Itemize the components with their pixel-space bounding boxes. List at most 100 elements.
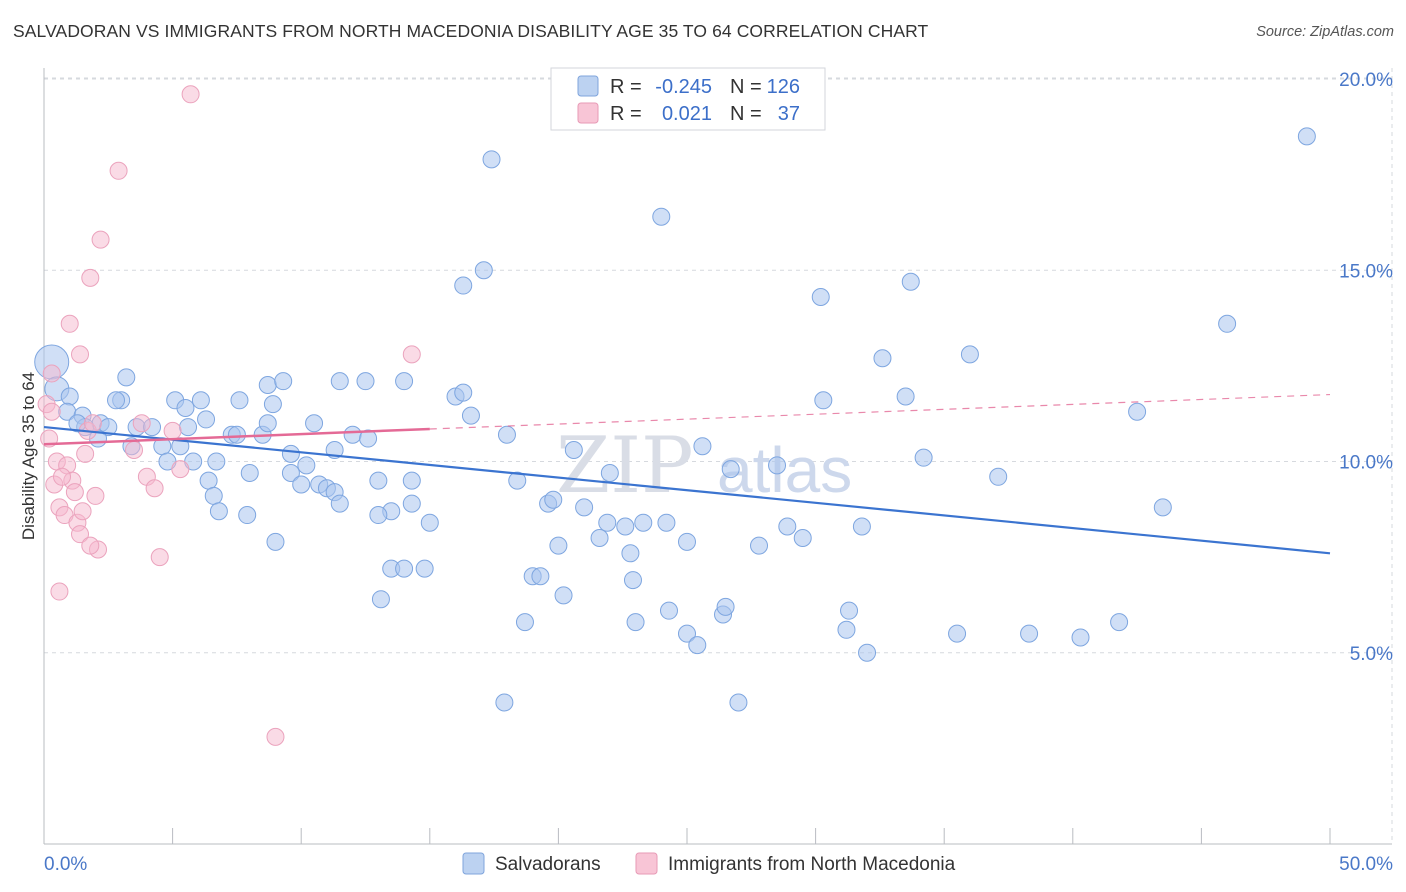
north-macedonia-point bbox=[91, 230, 110, 249]
salvadorans-point bbox=[292, 475, 311, 494]
salvadorans-point bbox=[1110, 613, 1129, 632]
y-tick-label: 15.0% bbox=[1339, 261, 1393, 282]
north-macedonia-point bbox=[125, 441, 144, 460]
north-macedonia-point bbox=[81, 268, 100, 287]
salvadorans-point bbox=[778, 517, 797, 536]
y-tick-label: 10.0% bbox=[1339, 453, 1393, 474]
salvadorans-point bbox=[616, 517, 635, 536]
salvadorans-point bbox=[768, 456, 787, 475]
salvadorans-point bbox=[240, 463, 259, 482]
legend: Salvadorans Immigrants from North Macedo… bbox=[462, 852, 956, 875]
salvadorans-point bbox=[474, 261, 493, 280]
stats-r-value-2: 0.021 bbox=[662, 103, 712, 125]
salvadorans-point bbox=[659, 601, 678, 620]
salvadorans-point bbox=[652, 207, 671, 226]
north-macedonia-point bbox=[402, 345, 421, 364]
salvadorans-point bbox=[1128, 402, 1147, 421]
salvadorans-point bbox=[227, 425, 246, 444]
salvadorans-point bbox=[575, 498, 594, 517]
salvadorans-point bbox=[873, 349, 892, 368]
salvadorans-point bbox=[204, 486, 223, 505]
salvadorans-point bbox=[199, 471, 218, 490]
axes bbox=[43, 68, 1392, 845]
salvadorans-point bbox=[281, 463, 300, 482]
salvadorans-point bbox=[179, 418, 198, 437]
north-macedonia-point bbox=[42, 364, 61, 383]
north-macedonia-point bbox=[132, 414, 151, 433]
stats-box: R = -0.245 N = 126 R = 0.021 N = 37 bbox=[550, 67, 826, 131]
salvadorans-point bbox=[626, 613, 645, 632]
north-macedonia-point bbox=[86, 486, 105, 505]
salvadorans-point bbox=[482, 150, 501, 169]
salvadorans-point bbox=[454, 276, 473, 295]
legend-swatch-north-macedonia bbox=[635, 852, 658, 875]
salvadorans-point bbox=[750, 536, 769, 555]
salvadorans-point bbox=[207, 452, 226, 471]
legend-label-north-macedonia: Immigrants from North Macedonia bbox=[668, 854, 956, 875]
tick-labels: 5.0% 10.0% 15.0% 20.0% 0.0% 50.0% bbox=[44, 70, 1393, 875]
north-macedonia-trend-line bbox=[43, 427, 430, 446]
north-macedonia-point bbox=[76, 444, 95, 463]
stats-r-value-1: -0.245 bbox=[655, 76, 712, 98]
salvadorans-point bbox=[896, 387, 915, 406]
x-tick-label: 50.0% bbox=[1339, 854, 1393, 875]
salvadorans-point bbox=[554, 586, 573, 605]
north-macedonia-point bbox=[266, 727, 285, 746]
salvadorans-point bbox=[531, 567, 550, 586]
north-macedonia-point bbox=[73, 502, 92, 521]
legend-label-salvadorans: Salvadorans bbox=[495, 854, 601, 875]
north-macedonia-point bbox=[53, 467, 72, 486]
salvadorans-point bbox=[495, 693, 514, 712]
salvadorans-point bbox=[1153, 498, 1172, 517]
salvadorans-point bbox=[564, 441, 583, 460]
salvadorans-point bbox=[415, 559, 434, 578]
north-macedonia-point bbox=[71, 345, 90, 364]
trend-lines bbox=[43, 393, 1331, 555]
salvadorans-point bbox=[693, 437, 712, 456]
north-macedonia-point bbox=[50, 582, 69, 601]
north-macedonia-point bbox=[71, 525, 90, 544]
salvadorans-point bbox=[359, 429, 378, 448]
north-macedonia-point bbox=[163, 421, 182, 440]
salvadorans-point bbox=[858, 643, 877, 662]
north-macedonia-point bbox=[83, 414, 102, 433]
salvadorans-point bbox=[600, 463, 619, 482]
north-macedonia-point bbox=[171, 460, 190, 479]
salvadorans-point bbox=[914, 448, 933, 467]
salvadorans-point bbox=[508, 471, 527, 490]
salvadorans-point bbox=[721, 460, 740, 479]
salvadorans-point bbox=[191, 391, 210, 410]
north-macedonia-point bbox=[150, 548, 169, 567]
stats-n-label-2: N = bbox=[730, 103, 762, 125]
salvadorans-point bbox=[281, 444, 300, 463]
salvadorans-point bbox=[258, 414, 277, 433]
north-macedonia-point bbox=[181, 85, 200, 104]
gridlines bbox=[44, 68, 1393, 844]
salvadorans-point bbox=[657, 513, 676, 532]
salvadorans-point bbox=[454, 383, 473, 402]
legend-swatch-salvadorans bbox=[462, 852, 485, 875]
north-macedonia-point bbox=[109, 161, 128, 180]
salvadorans-point bbox=[117, 368, 136, 387]
salvadorans-point bbox=[549, 536, 568, 555]
salvadorans-point bbox=[716, 597, 735, 616]
salvadorans-point bbox=[343, 425, 362, 444]
salvadorans-point bbox=[497, 425, 516, 444]
salvadorans-point bbox=[371, 590, 390, 609]
y-tick-label: 20.0% bbox=[1339, 70, 1393, 91]
north-macedonia-point bbox=[65, 483, 84, 502]
salvadorans-point bbox=[395, 559, 414, 578]
salvadorans-point bbox=[634, 513, 653, 532]
salvadorans-point bbox=[1071, 628, 1090, 647]
salvadorans-point bbox=[678, 532, 696, 551]
salvadorans-point bbox=[811, 288, 830, 307]
salvadorans-point bbox=[238, 506, 257, 525]
salvadorans-point bbox=[176, 398, 195, 417]
north-macedonia-points bbox=[37, 85, 421, 746]
salvadorans-point bbox=[544, 490, 563, 509]
salvadorans-point bbox=[621, 544, 640, 563]
salvadorans-point bbox=[266, 532, 285, 551]
salvadorans-point bbox=[274, 372, 293, 391]
salvadorans-point bbox=[197, 410, 216, 429]
